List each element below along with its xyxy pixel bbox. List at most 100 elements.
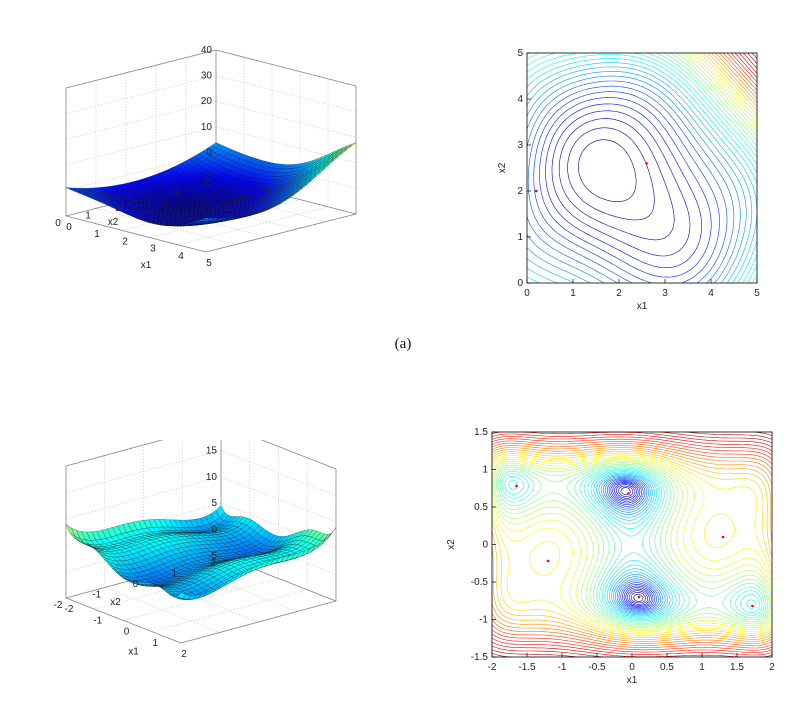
contour-line (545, 103, 702, 268)
plot-frame (526, 52, 758, 284)
contour-line (526, 54, 758, 284)
x1-tick-label: 0 (524, 288, 530, 299)
x2-tick-label: 1 (85, 210, 91, 221)
x1-axis-label: x1 (627, 675, 638, 686)
contour-plot-b: -2 -1.5 -1 -0.5 0 0.5 1 1.5 2 -1.5 -1 -0.5 0 0.5 1 1.5 x… (440, 420, 786, 695)
x1-tick-label: 2 (181, 649, 187, 660)
z-tick-label: 0 (211, 525, 217, 536)
z-tick-label: 40 (201, 45, 213, 56)
contour-line (533, 91, 720, 284)
contour-line (499, 466, 765, 623)
x2-tick-label: -2 (54, 600, 63, 611)
x1-tick-label: 0 (66, 222, 72, 233)
contour-line (494, 462, 770, 627)
x1-tick-label: -1 (558, 662, 567, 673)
x1-tick-label: -1 (93, 615, 102, 626)
contour-line (526, 66, 753, 284)
x1-tick-label: 2 (122, 236, 128, 247)
contour-line (504, 469, 760, 620)
contour-line (747, 52, 758, 64)
x1-tick-label: 0.5 (660, 662, 674, 673)
x2-axis-label: x2 (110, 597, 121, 608)
x2-tick-label: 5 (205, 180, 211, 191)
grid-line (104, 587, 220, 633)
z-tick-label: 10 (206, 472, 218, 483)
x2-tick-label: 3 (145, 195, 151, 206)
minimum-marker (534, 189, 538, 193)
x1-tick-label: 1 (94, 229, 100, 240)
contour-line (703, 52, 758, 111)
x1-tick-label: 0 (124, 627, 130, 638)
contour-line (491, 454, 773, 635)
x2-tick-label: 2 (115, 203, 121, 214)
contour-line (607, 478, 657, 611)
minimum-marker (645, 162, 648, 165)
x2-axis-label: x2 (497, 162, 508, 173)
grid-line (65, 440, 337, 470)
contour-line (526, 52, 758, 284)
grid-line (95, 208, 237, 245)
x2-tick-label: 1 (517, 232, 523, 243)
contour-line (685, 52, 758, 128)
contour-line (491, 447, 773, 642)
x2-tick-label: 2 (210, 558, 216, 569)
x1-tick-label: 2 (616, 288, 622, 299)
x2-tick-label: 1 (171, 569, 177, 580)
x1-tick-label: 4 (708, 288, 714, 299)
contour-line (497, 465, 767, 624)
contour-line (551, 110, 691, 257)
grid-line (65, 126, 357, 166)
contour-line (605, 477, 659, 612)
x1-tick-label: -1.5 (518, 662, 536, 673)
x2-tick-label: 2 (517, 186, 523, 197)
x1-tick-label: 3 (662, 288, 668, 299)
contour-line (734, 52, 758, 78)
contour-line (491, 431, 773, 658)
contour-line (663, 52, 758, 147)
contour-line (596, 473, 668, 616)
minimum-marker (627, 492, 630, 495)
box-edge (65, 49, 217, 89)
contour-line (718, 52, 758, 95)
contour-line (491, 457, 773, 632)
box-edge (205, 213, 357, 253)
box-edge (260, 440, 337, 470)
z-tick-label: -10 (198, 173, 213, 184)
contour-line (539, 97, 712, 278)
contour-line (618, 485, 646, 604)
surface-patch (201, 217, 211, 220)
z-tick-label: 5 (211, 498, 217, 509)
x2-tick-label: 4 (175, 188, 181, 199)
contour-line (590, 471, 674, 618)
x2-tick-label: 0 (133, 579, 139, 590)
figure-caption: (a) (394, 336, 412, 352)
contour-line (491, 451, 773, 638)
x2-tick-label: -1.5 (471, 652, 489, 663)
x2-axis-label: x2 (108, 217, 119, 228)
x2-tick-label: 1 (482, 465, 488, 476)
box-edge (65, 597, 182, 644)
contour-line (616, 484, 648, 605)
grid-line (182, 566, 298, 612)
x2-tick-label: 3 (517, 140, 523, 151)
minimum-marker (751, 604, 754, 608)
x1-tick-label: -2 (488, 662, 497, 673)
contour-line (526, 52, 758, 284)
contour-plot-a: 0 1 2 3 4 5 0 1 2 3 4 5 x1 x2 (490, 40, 780, 330)
contour-line (526, 62, 758, 284)
box-edge (215, 49, 357, 87)
z-tick-label: 10 (201, 122, 213, 133)
contour-line (491, 445, 773, 644)
contour-line (491, 438, 773, 651)
x2-axis-label: x2 (446, 539, 457, 550)
x2-tick-label: -0.5 (471, 577, 489, 588)
z-tick-label: -5 (208, 551, 217, 562)
contour-line (558, 118, 675, 241)
grid-line (65, 100, 357, 140)
x1-tick-label: 5 (754, 288, 760, 299)
x2-tick-label: 0 (517, 278, 523, 289)
minimum-marker (515, 484, 518, 488)
contour-line (715, 52, 758, 99)
contour-line (491, 442, 773, 647)
